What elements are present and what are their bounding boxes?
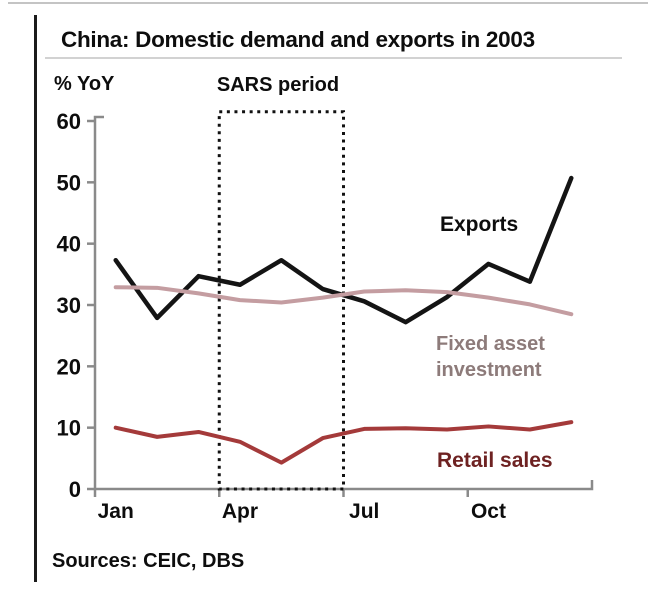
y-tick-label: 60 [57,109,81,134]
y-tick-label: 40 [57,232,81,257]
sars-period-annotation-label: SARS period [216,74,340,96]
fixed-asset-investment-series-label: Fixed asset investment [436,333,545,381]
x-tick-label: Oct [471,500,506,523]
left-border-rule [34,15,37,582]
sars-period-box [217,110,345,491]
sources-note: Sources: CEIC, DBS [52,550,245,572]
retail-sales-series-label: Retail sales [437,449,553,472]
y-axis-unit-label: % YoY [54,73,115,95]
exports-series-label: Exports [440,213,519,236]
top-border-rule [8,2,648,4]
x-tick-label: Jan [98,500,134,523]
y-tick-label: 0 [69,477,81,502]
fixed-asset-investment-line [113,285,574,317]
y-tick-label: 20 [57,354,81,379]
title-underline-rule [45,57,622,59]
x-tick-label: Jul [349,500,379,523]
retail-sales-line [113,420,574,465]
y-tick-label: 50 [57,170,81,195]
y-tick-label: 10 [57,416,81,441]
x-tick-label: Apr [222,500,258,523]
y-tick-label: 30 [57,293,81,318]
chart-title: China: Domestic demand and exports in 20… [61,27,535,52]
